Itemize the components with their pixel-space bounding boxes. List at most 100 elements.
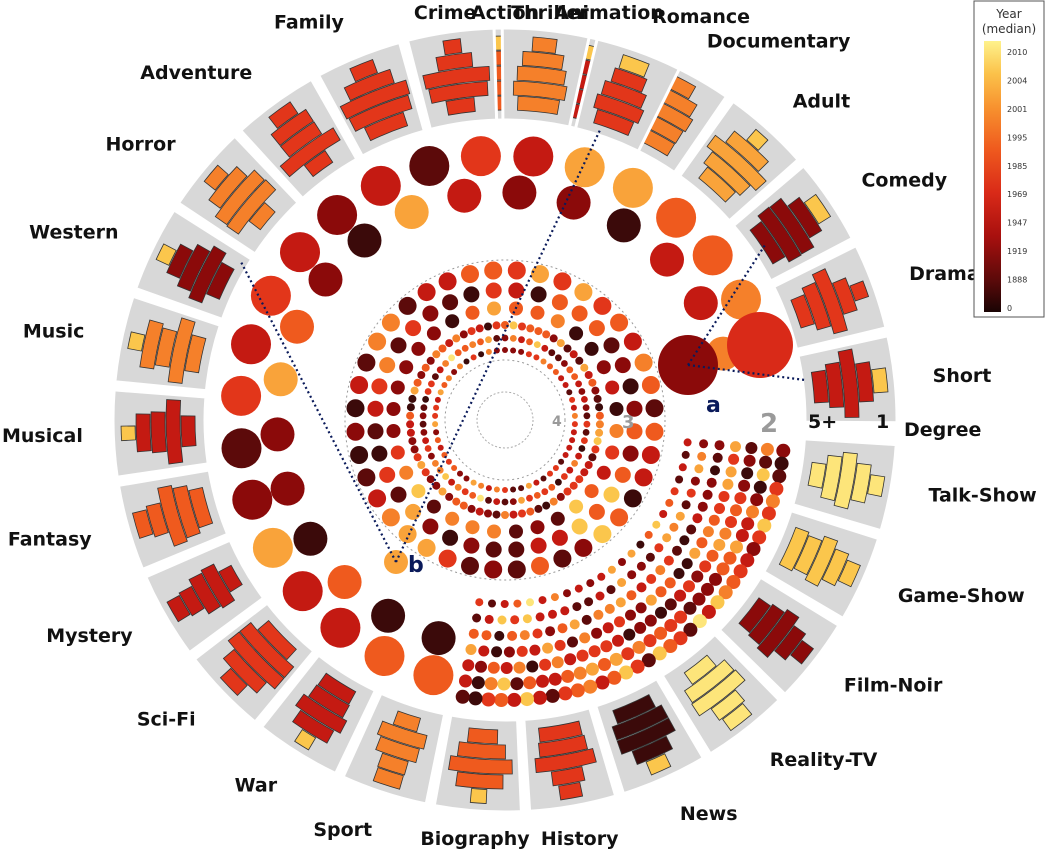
bubble: [593, 394, 602, 403]
bubble: [510, 677, 524, 691]
bubble: [746, 505, 759, 519]
bubble: [595, 420, 604, 429]
histogram-bar: [757, 206, 802, 263]
bubble: [434, 437, 441, 444]
bubble: [445, 458, 452, 465]
bubble: [540, 475, 547, 482]
bubble: [595, 411, 604, 420]
histogram-bar: [178, 585, 205, 617]
bubble: [580, 363, 589, 372]
bubble: [531, 265, 549, 284]
bubble: [507, 692, 522, 707]
bubble: [591, 627, 603, 639]
bubble: [569, 350, 578, 359]
bubble: [477, 338, 484, 346]
bubble: [652, 520, 661, 529]
bubble: [570, 683, 585, 698]
bubble: [686, 524, 697, 535]
bubble: [413, 378, 422, 387]
histogram-bar: [445, 97, 476, 116]
bubble: [569, 396, 576, 403]
bubble: [421, 363, 430, 372]
bubble: [701, 582, 714, 596]
bubble: [581, 437, 588, 444]
bubble: [626, 423, 643, 440]
bubble: [459, 501, 468, 510]
bubble: [529, 644, 541, 656]
bubble: [263, 362, 298, 397]
histogram-bar: [790, 294, 815, 329]
bubble: [538, 596, 547, 605]
bubble: [346, 422, 365, 441]
bubble: [371, 598, 406, 633]
bubble: [665, 498, 674, 507]
bubble: [672, 545, 682, 556]
bubble: [626, 400, 643, 417]
bubble: [500, 662, 513, 674]
degree-label: Degree: [904, 419, 981, 441]
bubble: [645, 422, 664, 441]
bubble: [510, 615, 520, 625]
bubble: [507, 630, 518, 641]
bubble: [540, 358, 547, 365]
genre-label-history: History: [541, 828, 619, 850]
genre-label-film-noir: Film-Noir: [844, 675, 943, 697]
bubble: [381, 313, 400, 332]
bubble: [463, 475, 470, 482]
bubble: [509, 321, 518, 330]
bubble: [497, 615, 507, 625]
bubble: [560, 606, 570, 616]
bubble: [433, 404, 440, 411]
bubble: [507, 560, 526, 579]
genre-label-mystery: Mystery: [46, 625, 133, 647]
bubble: [533, 479, 540, 486]
callout-line: [239, 259, 397, 563]
bubble: [386, 424, 401, 438]
bubble: [619, 665, 634, 680]
bubble: [428, 380, 435, 388]
bubble: [550, 511, 565, 526]
histogram-bar: [691, 669, 746, 717]
bubble: [484, 261, 503, 280]
bubble: [596, 360, 611, 375]
bubble: [655, 586, 667, 598]
bubble: [584, 461, 593, 469]
bubble: [420, 429, 428, 436]
bubble: [357, 353, 376, 372]
bubble: [683, 622, 698, 637]
bubble: [280, 309, 314, 344]
bubble: [662, 533, 672, 543]
bubble: [508, 541, 525, 558]
histogram-bar: [435, 52, 474, 72]
color-legend: Year (median) 2010 2004 2001 1995 1985 1969 19…: [973, 0, 1045, 318]
histogram-bar: [469, 788, 488, 804]
bubble: [420, 404, 428, 411]
bubble: [445, 492, 454, 501]
bubble: [605, 380, 620, 395]
bubble: [493, 498, 501, 505]
bubble: [699, 560, 712, 573]
bubble: [432, 481, 441, 490]
bubble: [774, 456, 789, 471]
bubble: [487, 524, 501, 539]
histogram-bar: [616, 717, 676, 755]
histogram-bar: [364, 111, 409, 142]
bubble: [487, 661, 500, 674]
genre-label-adult: Adult: [793, 90, 850, 112]
bubble: [465, 520, 480, 535]
histogram-bar: [155, 243, 177, 266]
histogram-bar: [343, 68, 395, 101]
histogram-bar: [810, 369, 829, 404]
histogram-bar: [188, 245, 227, 304]
histogram-bar: [292, 709, 335, 744]
histogram-bar: [120, 425, 136, 442]
bubble: [580, 468, 589, 477]
bubble: [746, 542, 761, 556]
bubble: [674, 610, 688, 624]
bubble: [485, 282, 502, 299]
bubble: [674, 589, 687, 602]
bubble: [584, 484, 599, 499]
bubble: [626, 590, 637, 601]
histogram-bar: [725, 130, 769, 172]
bubble: [381, 508, 400, 527]
